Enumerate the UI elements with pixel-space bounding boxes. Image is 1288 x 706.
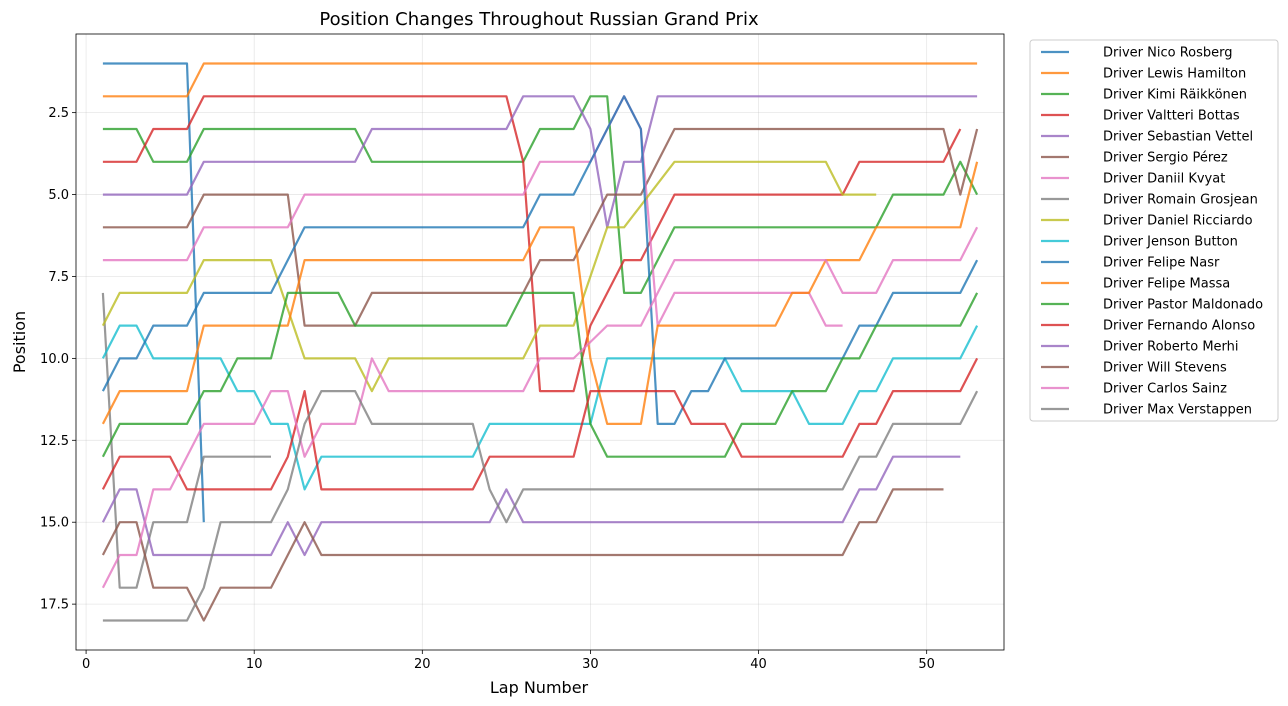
series-line [102, 95, 843, 327]
legend-label: Driver Valtteri Bottas [1103, 109, 1240, 124]
plot-frame [75, 33, 1005, 651]
y-tick-label: 5.0 [48, 188, 69, 203]
legend-label: Driver Lewis Hamilton [1103, 67, 1246, 82]
series-line [101, 324, 979, 491]
axis-ticks: 0 10 20 30 40 50 2.5 5.0 7.5 10.0 12.5 15.0 17.5 [40, 106, 935, 672]
legend-label: Driver Carlos Sainz [1103, 382, 1227, 397]
series-line [102, 95, 962, 393]
legend: Driver Nico Rosberg Driver Lewis Hamilton… [1029, 39, 1279, 422]
y-tick-label: 10.0 [40, 352, 69, 367]
legend-label: Driver Will Stevens [1103, 361, 1227, 376]
x-axis-label: Lap Number [490, 678, 589, 697]
legend-label: Driver Jenson Button [1103, 235, 1238, 250]
legend-label: Driver Felipe Massa [1103, 277, 1230, 292]
legend-label: Driver Felipe Nasr [1103, 256, 1220, 271]
legend-label: Driver Sebastian Vettel [1103, 130, 1253, 145]
legend-label: Driver Kimi Räikkönen [1103, 88, 1247, 103]
legend-label: Driver Sergio Pérez [1103, 151, 1228, 166]
x-tick-label: 50 [918, 657, 935, 672]
y-tick-label: 15.0 [40, 516, 69, 531]
x-tick-label: 30 [582, 657, 599, 672]
series-line [101, 455, 961, 557]
legend-label: Driver Daniil Kvyat [1103, 172, 1225, 187]
legend-label: Driver Roberto Merhi [1103, 340, 1239, 355]
y-tick-label: 17.5 [40, 598, 69, 613]
series-line [101, 161, 979, 425]
series-lines [101, 62, 979, 622]
grid [76, 34, 1004, 650]
series-line [101, 95, 979, 425]
x-tick-label: 10 [246, 657, 263, 672]
legend-label: Driver Fernando Alonso [1103, 319, 1255, 334]
series-line [102, 62, 205, 523]
legend-label: Driver Max Verstappen [1103, 403, 1252, 418]
x-tick-label: 40 [750, 657, 767, 672]
series-line [101, 357, 979, 491]
legend-label: Driver Daniel Ricciardo [1103, 214, 1253, 229]
series-line [101, 292, 271, 589]
y-tick-label: 12.5 [40, 434, 69, 449]
chart-title: Position Changes Throughout Russian Gran… [319, 9, 759, 30]
y-tick-label: 7.5 [48, 270, 69, 285]
series-line [101, 160, 877, 393]
legend-label: Driver Romain Grosjean [1103, 193, 1258, 208]
y-tick-label: 2.5 [48, 106, 69, 121]
legend-label: Driver Nico Rosberg [1103, 46, 1233, 61]
x-tick-label: 0 [82, 657, 90, 672]
legend-box [1029, 39, 1279, 422]
series-line [102, 95, 978, 229]
series-line [102, 62, 978, 98]
series-line [101, 291, 979, 458]
series-line [102, 127, 979, 327]
series-line [101, 226, 979, 589]
series-line [102, 390, 979, 622]
series-line [101, 488, 944, 622]
legend-label: Driver Pastor Maldonado [1103, 298, 1263, 313]
y-axis-label: Position [10, 311, 29, 373]
x-tick-label: 20 [414, 657, 431, 672]
